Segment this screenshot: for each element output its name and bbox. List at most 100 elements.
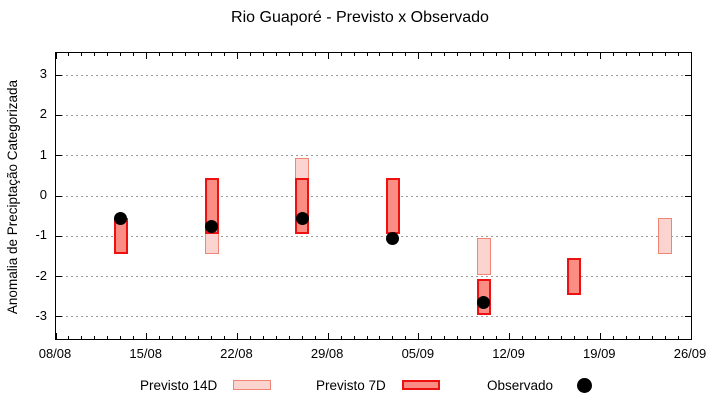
x-tick-minor-top bbox=[573, 53, 575, 56]
y-tick-right bbox=[685, 114, 691, 116]
y-tick-label: 2 bbox=[39, 106, 47, 122]
observado-dot bbox=[114, 211, 128, 225]
x-tick-minor-top bbox=[522, 53, 524, 56]
x-tick-minor bbox=[159, 336, 161, 339]
x-tick-minor-top bbox=[586, 53, 588, 56]
x-tick-minor-top bbox=[638, 53, 640, 56]
x-tick-minor-top bbox=[392, 53, 394, 56]
gridline bbox=[56, 155, 691, 157]
x-tick-minor-top bbox=[81, 53, 83, 56]
y-tick-label: -1 bbox=[35, 227, 47, 243]
x-tick-minor bbox=[534, 336, 536, 339]
x-tick-major bbox=[690, 333, 692, 339]
x-tick-minor-top bbox=[198, 53, 200, 56]
x-tick-minor-top bbox=[677, 53, 679, 56]
y-tick-label: 1 bbox=[39, 146, 47, 162]
x-tick-minor-top bbox=[366, 53, 368, 56]
x-tick-minor bbox=[366, 336, 368, 339]
x-tick-minor-top bbox=[159, 53, 161, 56]
previsto-7d-bar bbox=[295, 177, 310, 235]
x-tick-minor bbox=[586, 336, 588, 339]
previsto-7d-bar bbox=[385, 177, 400, 235]
x-tick-minor-top bbox=[249, 53, 251, 56]
gridline bbox=[56, 316, 691, 318]
x-tick-label: 29/08 bbox=[310, 346, 344, 361]
x-tick-label: 05/09 bbox=[401, 346, 435, 361]
legend-label-observado: Observado bbox=[487, 377, 554, 393]
x-tick-major bbox=[327, 333, 329, 339]
observado-dot bbox=[477, 296, 491, 310]
x-tick-minor bbox=[340, 336, 342, 339]
x-tick-minor bbox=[457, 336, 459, 339]
x-tick-major-top bbox=[509, 53, 511, 59]
x-tick-minor-top bbox=[262, 53, 264, 56]
previsto-7d-bar bbox=[567, 258, 582, 295]
x-tick-major bbox=[55, 333, 57, 339]
x-tick-minor bbox=[211, 336, 212, 339]
x-tick-minor-top bbox=[288, 53, 290, 56]
x-tick-major bbox=[146, 333, 148, 339]
x-tick-major bbox=[236, 333, 238, 339]
y-tick-left bbox=[56, 235, 62, 237]
x-tick-minor bbox=[172, 336, 174, 339]
x-tick-minor-top bbox=[275, 53, 277, 56]
x-tick-minor bbox=[120, 336, 122, 339]
x-tick-minor-top bbox=[405, 53, 407, 56]
observado-dot bbox=[295, 211, 309, 225]
x-tick-minor bbox=[483, 336, 485, 339]
x-tick-minor bbox=[198, 336, 200, 339]
previsto-14d-swatch bbox=[233, 380, 272, 390]
x-tick-minor-top bbox=[560, 53, 562, 56]
gridline bbox=[56, 195, 691, 197]
y-tick-label: -3 bbox=[35, 307, 47, 323]
y-tick-right bbox=[685, 155, 691, 157]
observado-dot bbox=[205, 219, 218, 233]
x-tick-minor-top bbox=[612, 53, 614, 56]
x-tick-major-top bbox=[599, 53, 601, 59]
y-tick-right bbox=[685, 74, 691, 76]
x-tick-major-top bbox=[690, 53, 692, 59]
chart-title: Rio Guaporé - Previsto x Observado bbox=[231, 9, 489, 26]
x-tick-minor-top bbox=[353, 53, 355, 56]
y-tick-left bbox=[56, 155, 62, 157]
legend-item-observado: Observado bbox=[487, 376, 593, 394]
x-tick-minor-top bbox=[483, 53, 485, 56]
x-tick-major bbox=[599, 333, 601, 339]
x-tick-minor bbox=[560, 336, 562, 339]
observado-dot bbox=[386, 231, 400, 245]
x-tick-minor bbox=[547, 336, 549, 339]
x-tick-minor bbox=[185, 336, 187, 339]
x-tick-minor bbox=[612, 336, 614, 339]
gridline bbox=[56, 114, 691, 116]
x-tick-major-top bbox=[236, 53, 238, 59]
y-tick-left bbox=[56, 316, 62, 318]
x-tick-major bbox=[418, 333, 420, 339]
x-tick-label: 22/08 bbox=[220, 346, 253, 361]
x-tick-minor bbox=[651, 336, 653, 339]
x-tick-minor-top bbox=[340, 53, 342, 56]
x-tick-minor bbox=[625, 336, 627, 339]
x-tick-label: 15/08 bbox=[129, 346, 162, 361]
y-tick-left bbox=[56, 114, 62, 116]
x-tick-minor bbox=[405, 336, 407, 339]
previsto-14d-bar bbox=[658, 218, 673, 255]
x-tick-minor bbox=[638, 336, 640, 339]
x-tick-minor bbox=[223, 336, 225, 339]
x-tick-minor bbox=[94, 336, 96, 339]
x-tick-minor bbox=[677, 336, 679, 339]
x-tick-minor-top bbox=[379, 53, 381, 56]
x-tick-minor-top bbox=[185, 53, 187, 56]
x-tick-minor bbox=[249, 336, 251, 339]
gridline bbox=[56, 276, 691, 278]
legend-item-previsto-7d: Previsto 7D bbox=[316, 376, 440, 394]
x-tick-minor-top bbox=[431, 53, 433, 56]
x-tick-minor-top bbox=[68, 53, 70, 56]
x-tick-minor bbox=[444, 336, 446, 339]
y-tick-right bbox=[685, 195, 691, 197]
x-tick-minor-top bbox=[107, 53, 109, 56]
x-tick-minor-top bbox=[223, 53, 225, 56]
x-tick-minor bbox=[81, 336, 83, 339]
x-tick-minor-top bbox=[211, 53, 212, 56]
x-tick-minor bbox=[262, 336, 264, 339]
